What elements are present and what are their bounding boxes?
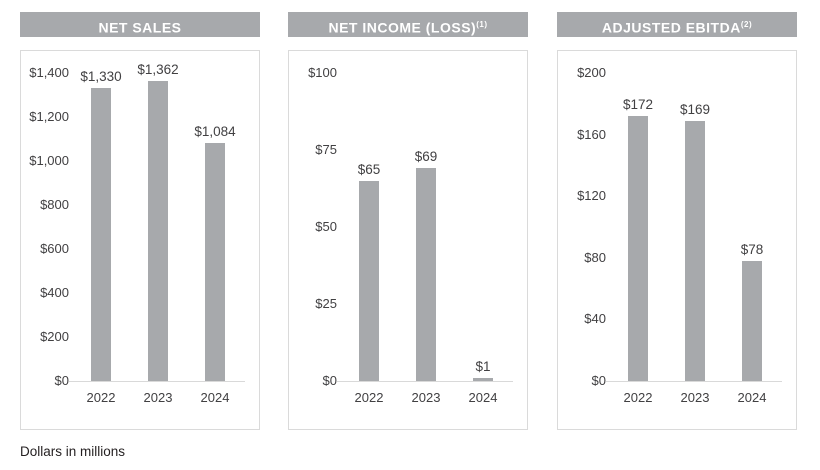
- bar-2024: [742, 261, 762, 381]
- chart-title-text: NET INCOME (LOSS): [328, 19, 477, 36]
- y-tick-label: $1,200: [29, 109, 69, 124]
- chart-plot-box-adjusted-ebitda: $0 $40 $80 $120 $160 $200 $172 2022 $169 2023 $78 2…: [557, 50, 797, 430]
- chart-plot-box-net-sales: $0 $200 $400 $600 $800 $1,000 $1,200 $1,400 $1,3…: [20, 50, 260, 430]
- bar-2024: [205, 143, 225, 381]
- y-tick-label: $120: [577, 188, 606, 204]
- chart-title-text: ADJUSTED EBITDA: [601, 19, 741, 36]
- y-tick-label: $75: [315, 142, 337, 157]
- x-category-label: 2022: [354, 390, 384, 405]
- footnote: Dollars in millions: [20, 444, 126, 459]
- x-category-label: 2022: [86, 390, 116, 405]
- bar-2022: [628, 116, 648, 381]
- y-tick-label: $80: [584, 249, 606, 265]
- x-category-label: 2024: [737, 390, 767, 405]
- bar-2024: [473, 378, 493, 381]
- y-tick-label: $1,000: [29, 153, 69, 168]
- x-category-label: 2023: [143, 390, 173, 405]
- x-axis-line: [69, 381, 245, 382]
- y-tick-label: $1,400: [29, 65, 69, 80]
- chart-title-superscript: (1): [476, 20, 488, 29]
- x-category-label: 2024: [468, 390, 498, 405]
- y-tick-label: $50: [315, 219, 337, 234]
- chart-title-bar-net-income: NET INCOME (LOSS)(1): [288, 12, 528, 37]
- y-tick-label: $100: [308, 65, 337, 80]
- x-category-label: 2023: [680, 390, 710, 405]
- y-tick-label: $0: [322, 373, 337, 388]
- y-tick-label: $400: [40, 285, 69, 300]
- chart-title-text: NET SALES: [98, 19, 182, 36]
- chart-title-bar-adjusted-ebitda: ADJUSTED EBITDA(2): [557, 12, 797, 37]
- bar-2022: [359, 181, 379, 381]
- x-axis-line: [606, 381, 782, 382]
- chart-title-superscript: (2): [740, 20, 753, 29]
- x-category-label: 2024: [200, 390, 230, 405]
- x-category-label: 2023: [411, 390, 441, 405]
- chart-column-net-income: NET INCOME (LOSS)(1) $0 $25 $50 $75 $100 $65 2…: [288, 12, 528, 430]
- bar-value-label: $172: [622, 97, 654, 112]
- y-tick-label: $600: [40, 241, 69, 256]
- x-category-label: 2022: [623, 390, 653, 405]
- y-tick-label: $800: [40, 197, 69, 212]
- y-tick-label: $0: [591, 373, 606, 388]
- bar-value-label: $1,330: [80, 69, 122, 84]
- bar-value-label: $169: [679, 102, 711, 117]
- chart-column-adjusted-ebitda: ADJUSTED EBITDA(2) $0 $40 $80 $120 $160 $200 $…: [557, 12, 797, 430]
- bar-value-label: $1: [475, 359, 491, 374]
- y-tick-label: $25: [315, 296, 337, 311]
- x-axis-line: [337, 381, 513, 382]
- bar-2022: [91, 88, 111, 381]
- bar-value-label: $69: [414, 149, 438, 164]
- bar-2023: [148, 81, 168, 381]
- bar-2023: [416, 168, 436, 381]
- chart-plot-box-net-income: $0 $25 $50 $75 $100 $65 2022 $69 2023 $1 2024: [288, 50, 528, 430]
- y-tick-label: $160: [577, 126, 606, 142]
- chart-title-bar-net-sales: NET SALES: [20, 12, 260, 37]
- bar-value-label: $1,084: [194, 124, 236, 139]
- y-tick-label: $40: [584, 311, 606, 327]
- bar-value-label: $78: [740, 242, 764, 257]
- bar-value-label: $1,362: [137, 62, 179, 77]
- bar-2023: [685, 121, 705, 381]
- y-tick-label: $200: [40, 329, 69, 344]
- y-tick-label: $200: [577, 65, 606, 80]
- bar-value-label: $65: [357, 162, 381, 177]
- y-tick-label: $0: [54, 373, 69, 388]
- chart-column-net-sales: NET SALES $0 $200 $400 $600 $800 $1,000 $1,200…: [20, 12, 260, 430]
